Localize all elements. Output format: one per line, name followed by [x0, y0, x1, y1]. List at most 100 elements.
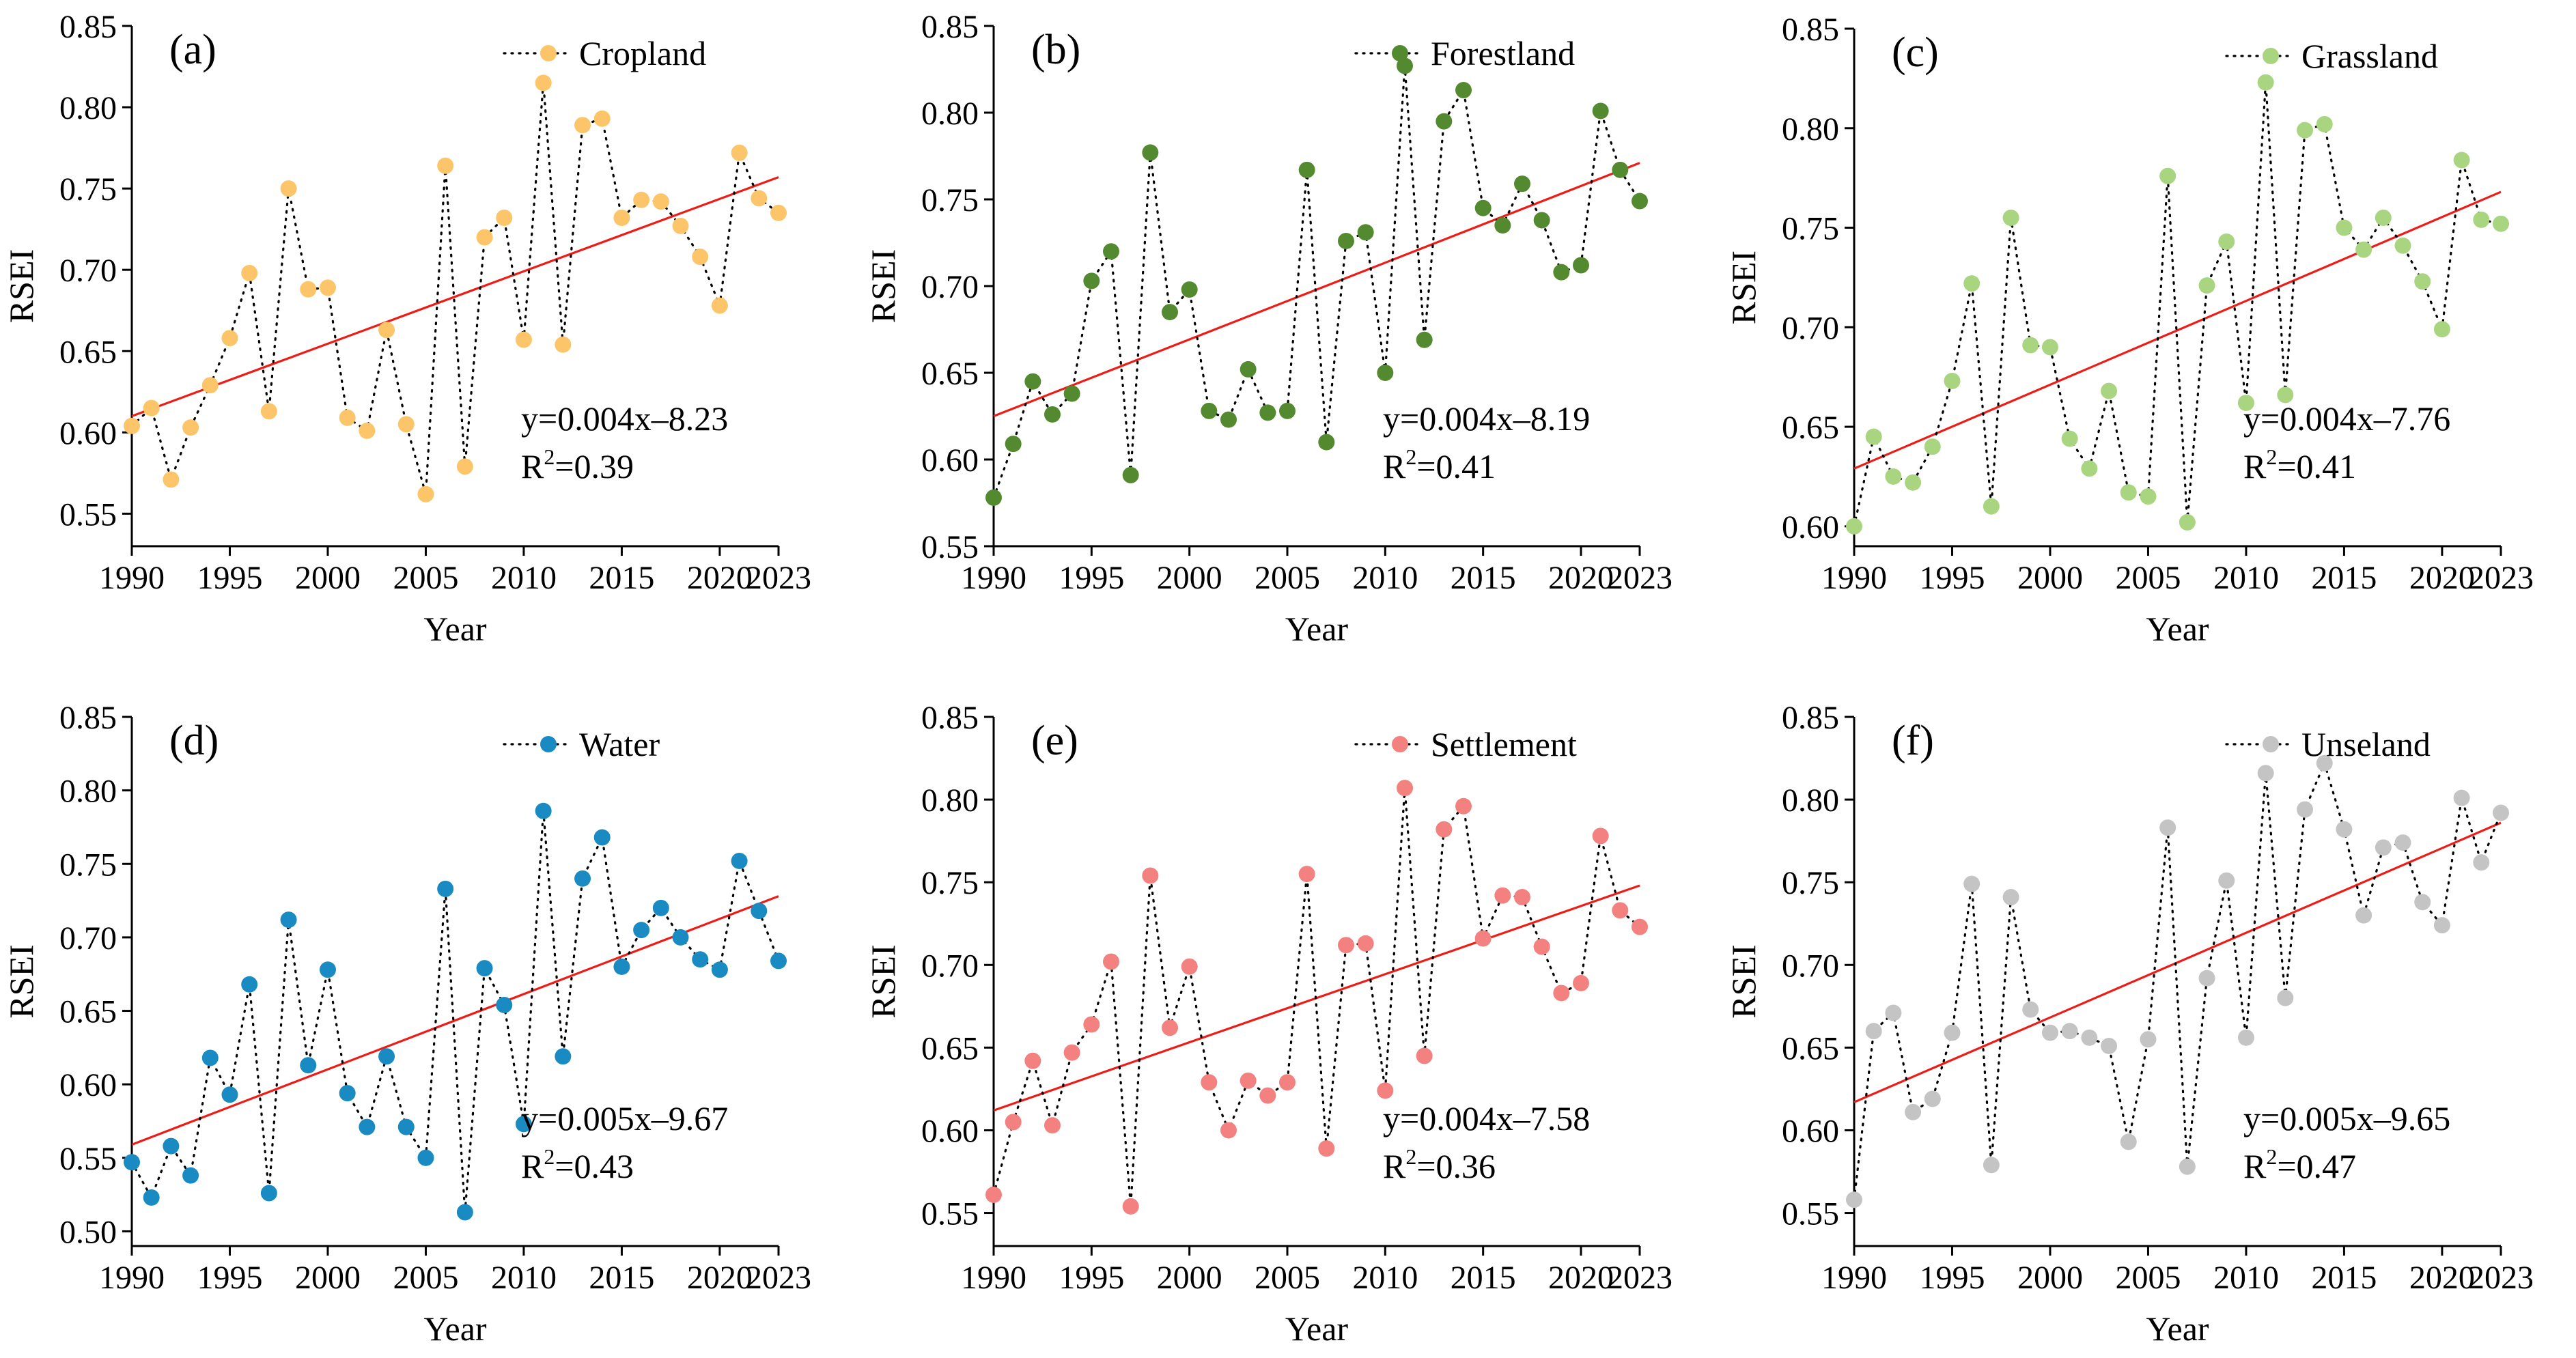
y-tick-label: 0.85	[921, 9, 979, 45]
data-point	[260, 1185, 277, 1202]
panel-c: 0.60 0.65 0.70 0.75 0.80 0.85 1990 1995 2000 2005…	[1724, 12, 2534, 648]
data-point	[1377, 365, 1394, 381]
y-tick-label: 0.60	[921, 1113, 979, 1149]
data-point	[2473, 211, 2490, 228]
y-tick-label: 0.55	[59, 1141, 117, 1177]
data-point	[1142, 144, 1159, 161]
data-point	[2257, 765, 2274, 782]
y-tick-label: 0.80	[921, 782, 979, 819]
data-point	[1181, 958, 1198, 975]
x-tick-label: 1990	[99, 560, 165, 596]
regression-equation: y=0.004x–7.58	[1383, 1099, 1590, 1137]
y-tick-label: 0.80	[1782, 111, 1839, 147]
data-point	[672, 217, 689, 234]
y-tick-label: 0.85	[921, 700, 979, 736]
x-tick-label: 2000	[2017, 1260, 2083, 1296]
data-point	[2277, 386, 2294, 404]
y-axis-title: RSEI	[1724, 944, 1763, 1018]
data-point	[1533, 938, 1550, 955]
y-tick-label: 0.65	[921, 356, 979, 392]
regression-equation: y=0.004x–7.76	[2243, 399, 2450, 438]
y-tick-label: 0.75	[921, 182, 979, 218]
data-point	[2433, 917, 2450, 934]
data-point	[1474, 199, 1492, 216]
legend-marker	[540, 736, 557, 752]
x-tick-label: 1990	[961, 560, 1026, 596]
data-point	[1983, 498, 2000, 515]
y-tick-label: 0.75	[59, 847, 117, 883]
data-point	[1397, 57, 1413, 74]
data-point	[2453, 789, 2470, 806]
data-point	[1612, 161, 1629, 178]
legend-marker	[2263, 48, 2279, 64]
data-point	[1632, 918, 1648, 935]
y-tick-label: 0.60	[1782, 509, 1839, 546]
data-point	[515, 331, 532, 348]
data-point	[339, 409, 356, 426]
data-point	[2237, 1029, 2254, 1046]
y-tick-label: 0.85	[59, 9, 117, 45]
data-point	[397, 1118, 415, 1135]
data-point	[2414, 273, 2431, 290]
data-point	[1220, 1122, 1237, 1139]
data-point	[319, 279, 336, 296]
data-point	[515, 1116, 532, 1133]
series-line	[992, 788, 1641, 1207]
data-point	[985, 489, 1002, 506]
data-point	[378, 322, 395, 339]
data-point	[2041, 1024, 2058, 1041]
data-point	[1905, 474, 1922, 491]
data-point	[1885, 468, 1902, 485]
data-point	[1220, 411, 1237, 428]
data-point	[2316, 754, 2333, 772]
y-tick-label: 0.85	[1782, 12, 1839, 48]
data-point	[1865, 1023, 1882, 1040]
x-tick-label: 1995	[1059, 1260, 1124, 1296]
data-point	[1162, 1019, 1178, 1036]
data-point	[456, 1204, 473, 1221]
data-point	[1142, 867, 1159, 884]
series-line	[130, 83, 780, 495]
y-tick-label: 0.80	[59, 774, 117, 810]
data-point	[692, 951, 709, 968]
panel-label: (f)	[1892, 718, 1934, 764]
x-tick-label: 2000	[2017, 560, 2083, 596]
x-tick-label: 2005	[2115, 560, 2181, 596]
series-line	[992, 66, 1641, 499]
data-point	[1122, 1198, 1139, 1215]
x-tick-label: 2000	[295, 1260, 361, 1296]
x-tick-label: 2010	[491, 1260, 557, 1296]
y-tick-label: 0.75	[1782, 211, 1839, 247]
data-point	[319, 961, 336, 978]
y-tick-label: 0.70	[921, 269, 979, 305]
y-axis-title: RSEI	[864, 944, 902, 1018]
data-point	[280, 180, 297, 197]
panel-e: 0.55 0.60 0.65 0.70 0.75 0.80 0.85 1990 1995 2000…	[864, 700, 1672, 1348]
data-point	[2297, 122, 2314, 139]
data-point	[260, 403, 277, 420]
panel-label: (c)	[1892, 29, 1939, 76]
data-point	[711, 961, 728, 978]
data-point	[1533, 212, 1550, 229]
y-tick-label: 0.75	[921, 865, 979, 901]
x-tick-label: 1995	[1059, 560, 1124, 596]
x-tick-label: 2010	[1352, 1260, 1418, 1296]
y-tick-label: 0.65	[1782, 1030, 1839, 1066]
x-axis-title: Year	[1285, 610, 1348, 648]
panel-label: (a)	[169, 27, 216, 73]
r-squared-superscript: 2	[2266, 1144, 2277, 1169]
data-point	[2140, 488, 2157, 505]
y-tick-label: 0.85	[1782, 700, 1839, 736]
data-point	[770, 204, 787, 221]
data-point	[535, 802, 552, 819]
x-tick-label: 1995	[197, 1260, 262, 1296]
data-point	[593, 829, 611, 846]
data-point	[1318, 1140, 1335, 1157]
x-tick-label: 2023	[2468, 1260, 2534, 1296]
y-tick-label: 0.65	[59, 994, 117, 1030]
y-tick-label: 0.85	[59, 700, 117, 736]
x-tick-label: 2000	[1157, 560, 1222, 596]
data-point	[2159, 167, 2176, 184]
x-tick-label: 2020	[2409, 1260, 2475, 1296]
data-point	[2002, 888, 2019, 905]
